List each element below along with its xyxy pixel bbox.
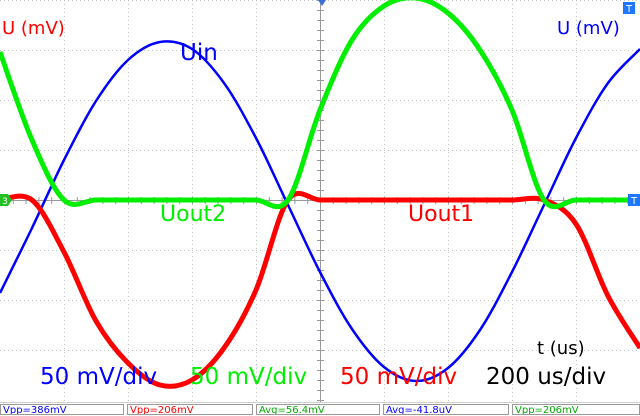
- uin-label: Uin: [180, 40, 218, 66]
- uout2-label: Uout2: [160, 202, 227, 227]
- trigger-level-letter-right: T: [630, 196, 638, 207]
- waveform-plot: T T 3: [0, 0, 640, 402]
- marker-layer: T T 3: [0, 0, 640, 207]
- measurement-vpp-uout1: Vpp=206mV: [127, 404, 253, 415]
- uin-scale-label: 50 mV/div: [40, 364, 158, 390]
- trigger-level-letter-top: T: [625, 4, 633, 15]
- channel-3-ground-number: 3: [2, 197, 8, 207]
- time-axis-label: t (us): [537, 338, 585, 359]
- left-axis-label: U (mV): [2, 18, 65, 39]
- trace-uout2: [0, 0, 640, 210]
- channel-3-ground-marker: 3: [0, 194, 12, 207]
- trace-uout1: [0, 190, 640, 389]
- traces: [0, 0, 640, 389]
- uout1-scale-label: 50 mV/div: [340, 364, 458, 390]
- measurement-avg-uin: Avg=-41.8uV: [383, 404, 509, 415]
- trigger-level-marker-right: T: [628, 194, 640, 207]
- time-scale-label: 200 us/div: [486, 364, 607, 390]
- measurement-avg-uout2: Avg=56.4mV: [256, 404, 380, 415]
- measurement-vpp-uout2: Vpp=206mV: [512, 404, 640, 415]
- right-axis-label: U (mV): [557, 18, 620, 39]
- trigger-level-marker-top: T: [623, 2, 635, 15]
- measurement-vpp-uin: Vpp=386mV: [0, 404, 124, 415]
- measurement-status-bar: Vpp=386mV Vpp=206mV Avg=56.4mV Avg=-41.8…: [0, 402, 640, 416]
- uout2-scale-label: 50 mV/div: [190, 364, 308, 390]
- trigger-position-marker: [318, 0, 326, 6]
- trace-uin: [0, 40, 640, 383]
- uout1-label: Uout1: [408, 202, 475, 227]
